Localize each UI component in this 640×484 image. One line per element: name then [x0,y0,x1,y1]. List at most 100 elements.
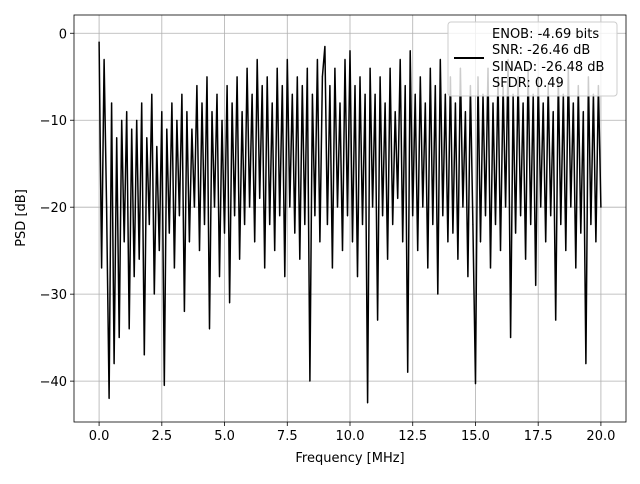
psd-data-point [489,267,492,269]
psd-data-point [454,102,456,104]
psd-data-point [296,76,298,78]
psd-data-point [218,276,221,278]
psd-data-point [331,267,334,269]
y-tick-label: 0 [59,27,67,42]
psd-data-point [181,93,183,95]
x-tick-label: 20.0 [586,429,615,444]
psd-data-point [374,93,376,95]
psd-data-point [233,215,236,217]
psd-data-point [530,223,532,226]
psd-data-point [143,354,145,356]
psd-data-point [206,76,208,78]
psd-data-point [379,76,381,78]
psd-data-point [412,215,414,217]
psd-data-point [201,102,203,104]
psd-data-point [585,363,587,365]
psd-data-point [397,197,399,200]
psd-data-point [116,137,118,139]
psd-data-point [555,319,557,321]
x-tick-label: 7.5 [277,429,298,444]
psd-data-point [427,267,429,269]
psd-data-point [361,223,364,226]
psd-data-point [384,102,386,104]
psd-data-point [191,128,193,130]
psd-data-point [336,206,339,208]
psd-data-point [193,206,196,208]
psd-data-point [131,128,133,130]
psd-data-point [522,102,524,104]
psd-data-point [414,93,416,95]
psd-data-point [419,76,421,78]
y-tick-label: −10 [40,114,67,129]
y-tick-label: −20 [40,201,67,216]
psd-data-point [111,102,113,104]
psd-data-point [515,232,517,234]
psd-data-point [570,206,572,208]
psd-data-point [239,258,241,260]
psd-data-point [223,232,226,234]
psd-data-point [392,223,394,226]
psd-data-point [259,197,261,200]
x-axis-ticks: 0.0 2.5 5.0 7.5 10.0 12.5 15.0 17.5 20.0 [89,422,615,444]
psd-data-point [520,215,522,217]
psd-data-point [467,276,469,278]
psd-data-point [580,232,582,234]
psd-data-point [422,206,424,208]
psd-data-point [407,371,409,374]
psd-data-point [289,206,291,208]
psd-data-point [402,241,404,243]
psd-data-point [211,110,213,113]
psd-data-point [221,119,223,121]
psd-data-point [326,223,329,226]
psd-data-point [306,67,308,69]
psd-data-point [432,223,434,226]
psd-data-point [304,223,306,226]
psd-data-point [479,241,482,243]
psd-data-point [590,223,592,226]
x-tick-label: 15.0 [461,429,490,444]
psd-data-point [329,84,331,87]
psd-data-point [103,58,105,60]
psd-data-point [462,206,464,208]
psd-data-point [246,67,248,69]
psd-data-point [582,110,584,113]
psd-data-point [113,363,115,365]
psd-data-point [173,267,175,269]
psd-data-point [442,215,444,217]
psd-data-point [444,93,446,95]
psd-data-point [575,267,577,269]
psd-data-point [550,215,552,217]
psd-data-point [417,250,419,252]
psd-data-point [494,223,497,226]
psd-data-point [394,110,396,113]
psd-data-point [146,137,148,139]
psd-data-point [123,241,125,243]
psd-data-point [439,58,441,60]
psd-data-point [309,380,311,382]
psd-data-point [377,319,379,321]
psd-data-point [409,50,411,52]
psd-data-point [324,45,326,47]
psd-data-point [284,276,286,278]
psd-data-point [176,119,178,121]
psd-data-point [434,84,436,87]
psd-data-point [188,241,191,243]
psd-data-point [341,250,344,252]
psd-data-point [457,258,459,260]
psd-data-point [437,293,439,295]
psd-data-point [158,250,160,252]
psd-data-point [213,206,216,208]
psd-data-point [291,93,293,95]
psd-data-point [321,76,323,78]
legend-snr: SNR: -26.46 dB [492,43,590,58]
plot-area [98,41,602,404]
y-tick-label: −40 [40,375,67,390]
psd-data-point [389,67,391,69]
psd-data-point [311,93,313,95]
psd-data-point [136,119,138,121]
psd-data-point [346,215,349,217]
psd-data-point [281,84,283,87]
psd-data-point [429,67,431,69]
psd-data-point [156,145,158,147]
